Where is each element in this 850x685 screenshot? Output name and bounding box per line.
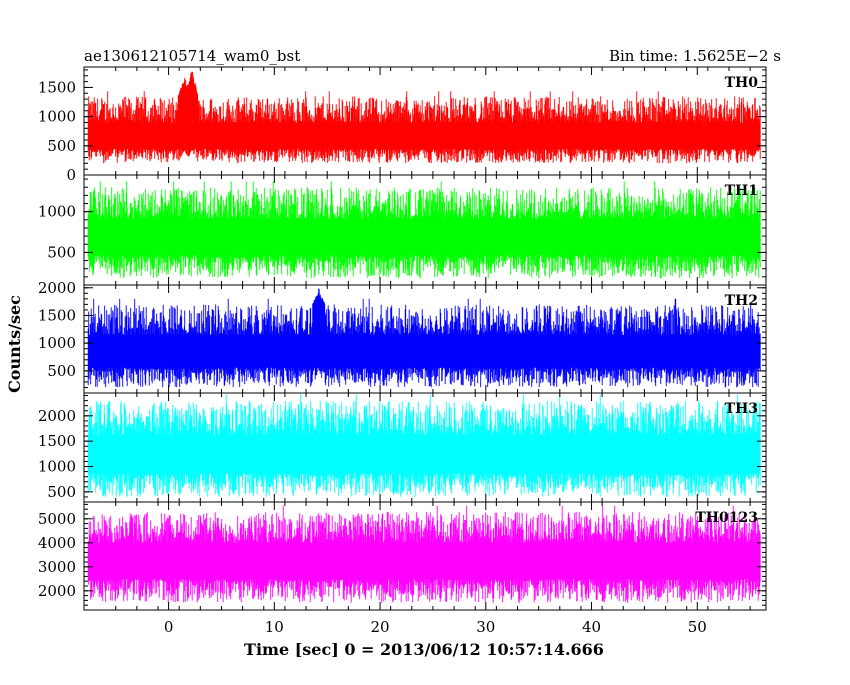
y-tick-label: 1000	[38, 203, 76, 221]
y-tick-label: 1000	[38, 334, 76, 352]
y-axis-title: Counts/sec	[5, 295, 24, 393]
panels-layer: 0 500 1000 1500 TH0 500 1000 TH1 500 1000 1500 2000…	[38, 66, 767, 611]
y-tick-label: 3000	[38, 558, 76, 576]
y-tick-label: 2000	[38, 407, 76, 425]
panel-frame	[83, 501, 767, 611]
series-line-th3	[87, 394, 761, 497]
y-tick-label: 1500	[38, 306, 76, 324]
x-tick-label: 40	[582, 618, 601, 636]
x-tick-label: 30	[476, 618, 495, 636]
panel-label-th0: TH0	[725, 75, 759, 91]
y-tick-label: 500	[47, 362, 76, 380]
panel-label-th0123: TH0123	[695, 510, 758, 526]
chart-title: ae130612105714_wam0_bst	[84, 47, 300, 65]
y-tick-label: 500	[47, 243, 76, 261]
series-line-th2	[87, 288, 761, 388]
bin-time-label: Bin time: 1.5625E−2 s	[609, 47, 781, 65]
y-tick-label: 2000	[38, 279, 76, 297]
panel-label-th2: TH2	[725, 293, 758, 309]
panel-th2: 500 1000 1500 2000 TH2	[38, 279, 767, 394]
x-tick-label: 0	[164, 618, 174, 636]
panel-th1: 500 1000 TH1	[38, 174, 767, 286]
y-tick-label: 1500	[38, 78, 76, 96]
panel-th0: 0 500 1000 1500 TH0	[38, 66, 767, 184]
y-tick-label: 1500	[38, 432, 76, 450]
panel-th0123: 2000 3000 4000 5000 TH0123	[38, 501, 767, 611]
series-line-th0	[87, 71, 761, 164]
y-tick-label: 4000	[38, 534, 76, 552]
panel-label-th3: TH3	[725, 401, 758, 417]
panel-label-th1: TH1	[725, 183, 758, 199]
panel-th3: 500 1000 1500 2000 TH3	[38, 392, 767, 503]
y-tick-label: 500	[47, 137, 76, 155]
y-tick-label: 500	[47, 483, 76, 501]
x-tick-label: 50	[688, 618, 707, 636]
x-axis: 0 10 20 30 40 50	[164, 618, 707, 636]
y-tick-label: 2000	[38, 582, 76, 600]
y-tick-label: 1000	[38, 458, 76, 476]
x-axis-title: Time [sec] 0 = 2013/06/12 10:57:14.666	[244, 640, 604, 659]
y-tick-label: 0	[66, 166, 76, 184]
series-line-th1	[87, 181, 761, 279]
y-tick-label: 1000	[38, 108, 76, 126]
x-tick-label: 10	[265, 618, 284, 636]
y-tick-label: 5000	[38, 510, 76, 528]
series-line-th0123	[87, 505, 761, 603]
x-tick-label: 20	[371, 618, 390, 636]
